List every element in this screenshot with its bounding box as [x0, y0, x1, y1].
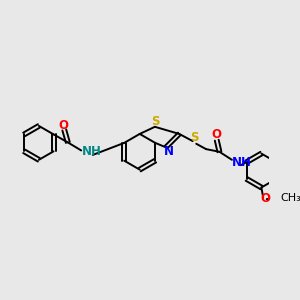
Text: O: O [58, 119, 68, 132]
Text: N: N [164, 145, 174, 158]
Text: S: S [152, 115, 160, 128]
Text: O: O [212, 128, 222, 141]
Text: NH: NH [232, 156, 252, 169]
Text: S: S [190, 131, 199, 144]
Text: O: O [260, 192, 270, 205]
Text: NH: NH [82, 145, 102, 158]
Text: CH₃: CH₃ [280, 193, 300, 203]
